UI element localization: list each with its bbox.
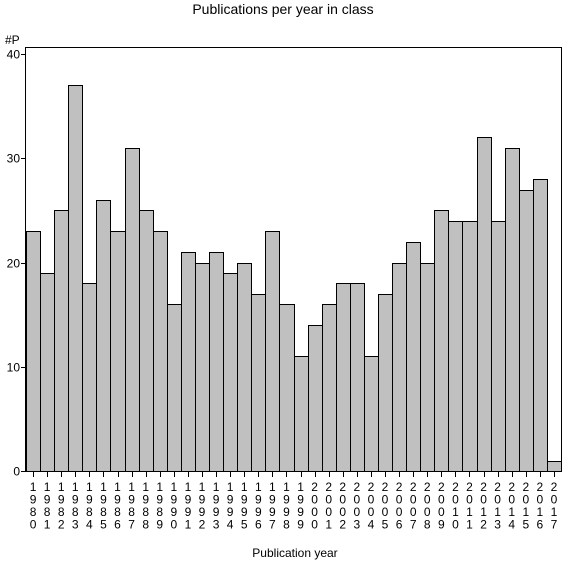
bar-1992 <box>195 263 210 472</box>
bar-1986 <box>110 231 126 472</box>
bar-2000 <box>308 325 323 472</box>
bar-2017 <box>547 461 562 472</box>
y-tick-label: 30 <box>7 152 21 166</box>
bar-1994 <box>223 273 238 472</box>
bar-2013 <box>491 221 506 472</box>
bar-1993 <box>209 252 224 472</box>
bar-2001 <box>322 304 337 472</box>
bar-1988 <box>139 210 154 472</box>
y-tick-label: 40 <box>7 48 21 62</box>
chart-title: Publications per year in class <box>192 1 373 17</box>
bar-2005 <box>378 294 393 472</box>
bar-2009 <box>434 210 449 472</box>
bar-2008 <box>420 263 435 472</box>
bar-2014 <box>505 148 520 472</box>
x-axis-label: Publication year <box>252 546 337 560</box>
bar-2007 <box>406 242 421 472</box>
bar-2002 <box>336 283 351 472</box>
bar-1985 <box>96 200 111 472</box>
bar-1983 <box>68 85 83 472</box>
bar-1998 <box>279 304 295 472</box>
y-tick-label: 0 <box>13 465 20 479</box>
y-axis-label: #P <box>5 33 20 47</box>
y-axis: 0 10 20 30 40 <box>7 48 26 479</box>
bar-1984 <box>82 283 97 472</box>
bar-1999 <box>294 356 309 472</box>
y-tick-label: 10 <box>7 361 21 375</box>
bar-2015 <box>519 190 534 472</box>
y-tick-label: 20 <box>7 257 21 271</box>
bar-2012 <box>477 137 492 472</box>
bar-2010 <box>448 221 463 472</box>
bar-1991 <box>181 252 196 472</box>
bar-1995 <box>237 263 252 472</box>
bar-2016 <box>533 179 548 472</box>
bar-1987 <box>125 148 140 472</box>
x-axis: 1 9 8 0 1 9 8 1 1 9 8 2 1 9 8 3 1 9 8 4 1 9 8 5 1 9 8 6 1 9 8 7 1 9 8 8 1 9 8 9… <box>30 472 558 532</box>
bar-1997 <box>265 231 280 472</box>
bar-1982 <box>54 210 69 472</box>
plot-frame <box>25 47 562 472</box>
bar-2004 <box>364 356 379 472</box>
bar-1981 <box>40 273 55 472</box>
bar-2006 <box>392 263 407 472</box>
bar-1990 <box>167 304 182 472</box>
bar-1980 <box>26 231 41 472</box>
bar-1989 <box>153 231 168 472</box>
bar-2003 <box>350 283 365 472</box>
bar-1996 <box>251 294 266 472</box>
bar-2011 <box>462 221 478 472</box>
bars <box>26 85 562 472</box>
